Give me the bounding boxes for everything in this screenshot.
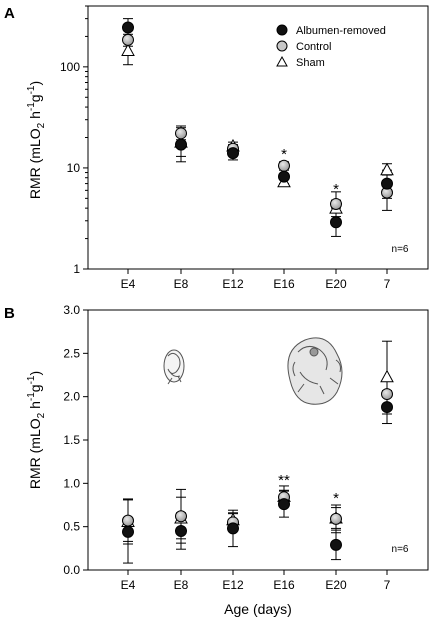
panel-b-y-tick-label: 0.0 bbox=[63, 563, 80, 577]
panel-a-markers bbox=[121, 21, 394, 229]
svg-text:RMR (mLO2 h-1g-1): RMR (mLO2 h-1g-1) bbox=[26, 371, 47, 489]
panel-a-x-tick-label: E12 bbox=[222, 277, 244, 291]
panel-a-plot-frame bbox=[87, 5, 429, 270]
panel-a-marker-sham bbox=[121, 43, 135, 57]
panel-a-marker-control bbox=[175, 127, 187, 140]
panel-a-label: A bbox=[4, 5, 15, 22]
panel-b-error-bars bbox=[123, 340, 392, 564]
panel-a-x-tick-label: E8 bbox=[174, 277, 189, 291]
panel-b-y-tick-label: 1.5 bbox=[63, 433, 80, 447]
panel-b-x-tick-label: E16 bbox=[273, 578, 295, 592]
panel-b-label: B bbox=[4, 305, 15, 322]
large-embryo-drawing bbox=[287, 337, 343, 405]
panel-b-x-tick-label: E12 bbox=[222, 578, 244, 592]
panel-a-error-bars bbox=[123, 18, 392, 237]
panel-a-marker-albumen-removed bbox=[122, 21, 134, 34]
panel-b-marker-control bbox=[122, 514, 134, 527]
panel-a-marker-albumen-removed bbox=[381, 177, 393, 190]
panel-b-y-tick-label: 2.5 bbox=[63, 346, 80, 360]
panel-a-marker-sham bbox=[380, 162, 394, 176]
panel-a-y-tick-label: 1 bbox=[73, 262, 80, 276]
svg-text:RMR (mLO2 h-1g-1): RMR (mLO2 h-1g-1) bbox=[26, 81, 47, 199]
x-axis-label: Age (days) bbox=[224, 601, 292, 617]
legend-marker-sham bbox=[276, 55, 288, 67]
panel-a-marker-control bbox=[122, 33, 134, 46]
panel-a-x-tick-label: E20 bbox=[325, 277, 347, 291]
panel-a-marker-control bbox=[330, 197, 342, 210]
panel-a-marker-albumen-removed bbox=[227, 147, 239, 160]
panel-a-y-tick-label: 100 bbox=[60, 60, 80, 74]
legend-marker-albumen-removed bbox=[276, 24, 288, 36]
panel-b-x-tick-label: E4 bbox=[121, 578, 136, 592]
legend-label-control: Control bbox=[296, 41, 331, 53]
panel-a-significance-marker: * bbox=[333, 181, 339, 198]
legend-label-sham: Sham bbox=[296, 57, 325, 69]
panel-b-x-tick-label: 7 bbox=[384, 578, 391, 592]
panel-a-axes: 1 10 100 E4 E8 E12 E16 E20 7 bbox=[60, 5, 391, 291]
panel-a-y-tick-label: 10 bbox=[67, 161, 81, 175]
small-embryo-drawing bbox=[163, 349, 185, 385]
panel-b-y-axis-label: RMR (mLO2 h-1g-1) bbox=[26, 371, 47, 489]
panel-a-marker-albumen-removed bbox=[278, 170, 290, 183]
panel-b-marker-albumen-removed bbox=[175, 525, 187, 537]
panel-b-y-tick-label: 0.5 bbox=[63, 520, 80, 534]
panel-b-marker-albumen-removed bbox=[227, 522, 239, 535]
panel-a-n-label: n=6 bbox=[392, 244, 409, 255]
panel-b-y-tick-label: 1.0 bbox=[63, 476, 80, 490]
panel-b-y-tick-label: 3.0 bbox=[63, 303, 80, 317]
panel-b-annotations: *** bbox=[278, 472, 339, 507]
panel-a-marker-albumen-removed bbox=[175, 138, 187, 151]
legend-marker-control bbox=[276, 40, 288, 52]
panel-b-markers bbox=[121, 369, 394, 551]
panel-b-marker-sham bbox=[380, 369, 394, 383]
panel-b-marker-control bbox=[175, 510, 187, 523]
panel-a-significance-marker: * bbox=[281, 146, 287, 163]
panel-a-annotations: ** bbox=[281, 146, 339, 198]
panel-b-axes: 0.0 0.5 1.0 1.5 2.0 2.5 3.0 E4 E8 E12 E16 E20 7 bbox=[63, 303, 390, 592]
panel-b: B RMR (mLO2 h-1g-1) 0.0 0.5 1.0 1.5 2.0 2.5 3.… bbox=[4, 303, 429, 592]
panel-b-plot-frame bbox=[87, 309, 429, 571]
panel-b-y-tick-label: 2.0 bbox=[63, 390, 80, 404]
panel-b-marker-albumen-removed bbox=[122, 525, 134, 538]
panel-b-marker-control bbox=[330, 512, 342, 525]
panel-b-significance-marker: ** bbox=[278, 472, 290, 489]
panel-b-x-tick-label: E20 bbox=[325, 578, 347, 592]
panel-b-x-tick-label: E8 bbox=[174, 578, 189, 592]
legend-label-albumen-removed: Albumen-removed bbox=[296, 25, 386, 37]
panel-a-x-tick-label: E4 bbox=[121, 277, 136, 291]
panel-b-marker-control bbox=[381, 388, 393, 401]
panel-b-n-label: n=6 bbox=[392, 544, 409, 555]
panel-b-marker-albumen-removed bbox=[278, 498, 290, 511]
panel-b-significance-marker: * bbox=[333, 490, 339, 507]
panel-a-marker-albumen-removed bbox=[330, 216, 342, 229]
legend: Albumen-removed Control Sham bbox=[276, 24, 386, 69]
panel-a-y-axis-label: RMR (mLO2 h-1g-1) bbox=[26, 81, 47, 199]
panel-b-marker-albumen-removed bbox=[330, 538, 342, 551]
panel-a-x-tick-label: E16 bbox=[273, 277, 295, 291]
panel-a-x-tick-label: 7 bbox=[384, 277, 391, 291]
panel-a: A RMR (mLO2 h-1g-1) 1 10 100 E4 E8 E12 E16 E20 7… bbox=[4, 5, 429, 291]
panel-b-marker-albumen-removed bbox=[381, 401, 393, 414]
